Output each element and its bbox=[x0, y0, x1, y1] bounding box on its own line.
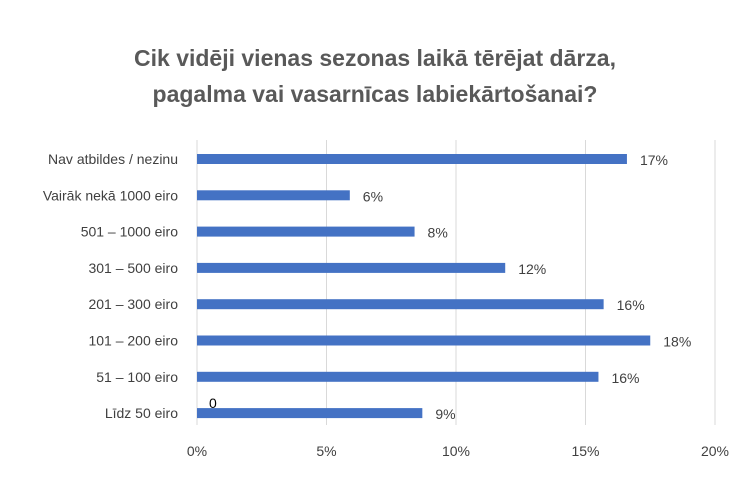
x-tick-label: 10% bbox=[442, 443, 470, 459]
data-label: 17% bbox=[640, 152, 668, 168]
bar bbox=[197, 262, 506, 273]
data-label: 9% bbox=[435, 406, 455, 422]
category-label: 51 – 100 eiro bbox=[96, 369, 178, 385]
category-label: 101 – 200 eiro bbox=[88, 333, 178, 349]
bar bbox=[197, 299, 604, 310]
annotation-label: 0 bbox=[209, 395, 217, 411]
bar bbox=[197, 154, 627, 164]
data-label: 16% bbox=[617, 297, 645, 313]
bar bbox=[197, 371, 599, 382]
x-tick-label: 15% bbox=[571, 443, 599, 459]
category-label: Līdz 50 eiro bbox=[105, 405, 178, 421]
data-label: 6% bbox=[363, 188, 383, 204]
chart-title-line-2: pagalma vai vasarnīcas labiekārtošanai? bbox=[152, 81, 598, 107]
data-label: 12% bbox=[518, 261, 546, 277]
data-label: 8% bbox=[428, 225, 448, 241]
category-label: 501 – 1000 eiro bbox=[81, 224, 179, 240]
bar bbox=[197, 190, 350, 201]
x-tick-label: 0% bbox=[187, 443, 207, 459]
bar bbox=[197, 408, 423, 419]
category-label: Nav atbildes / nezinu bbox=[48, 151, 178, 167]
x-tick-label: 20% bbox=[701, 443, 729, 459]
x-tick-label: 5% bbox=[316, 443, 336, 459]
chart-title: Cik vidēji vienas sezonas laikā tērējat … bbox=[0, 40, 750, 112]
category-label: Vairāk nekā 1000 eiro bbox=[43, 187, 178, 203]
category-label: 301 – 500 eiro bbox=[88, 260, 178, 276]
data-label: 18% bbox=[663, 334, 691, 350]
data-label: 16% bbox=[611, 370, 639, 386]
category-label: 201 – 300 eiro bbox=[88, 296, 178, 312]
chart-title-line-1: Cik vidēji vienas sezonas laikā tērējat … bbox=[134, 45, 616, 71]
bar bbox=[197, 226, 415, 237]
bar bbox=[197, 335, 651, 346]
